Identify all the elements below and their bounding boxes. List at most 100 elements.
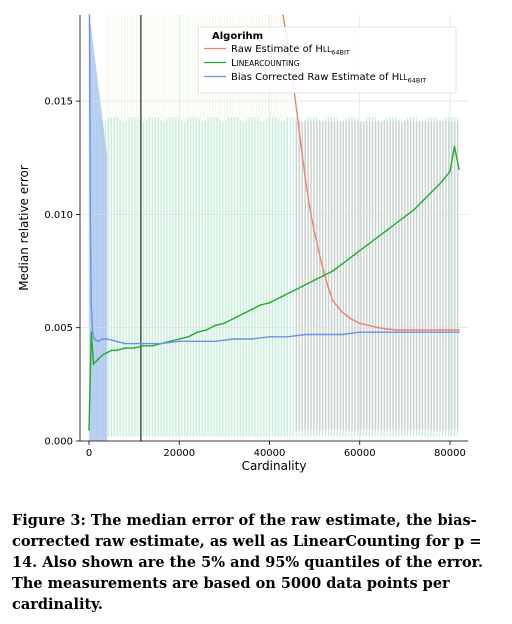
legend: Algorihm Raw Estimate of HLL64BITLINEARCO… <box>197 26 457 94</box>
series-point <box>340 311 343 313</box>
series-point <box>268 335 271 338</box>
series-point <box>458 331 460 334</box>
series-point <box>250 308 253 311</box>
series-point <box>300 145 302 148</box>
series-point <box>90 331 93 334</box>
series-point <box>458 329 460 331</box>
series-point <box>376 236 379 238</box>
series-point <box>304 333 307 336</box>
series-point <box>106 351 108 354</box>
series-point <box>88 14 91 16</box>
legend-entry-label: Bias Corrected Raw Estimate of HLL64BIT <box>231 72 426 85</box>
series-point <box>178 338 181 340</box>
series-point <box>196 331 199 334</box>
series-point <box>97 358 99 361</box>
series-point <box>124 342 126 345</box>
series-point <box>133 347 135 349</box>
legend-entry-label: LINEARCOUNTING <box>231 58 300 69</box>
series-point <box>133 342 135 345</box>
series-point <box>115 349 117 352</box>
series-point <box>331 299 334 302</box>
series-point <box>187 335 190 338</box>
y-axis-label: Median relative error <box>17 165 31 291</box>
series-point <box>367 243 370 245</box>
series-point <box>449 331 451 334</box>
series-point <box>250 338 253 340</box>
series-point <box>151 345 153 347</box>
series-point <box>232 317 235 320</box>
series-point <box>349 317 352 320</box>
series-point <box>101 354 104 356</box>
series-point <box>142 345 144 347</box>
series-point <box>395 222 397 225</box>
series-point <box>93 338 96 340</box>
series-point <box>178 340 181 343</box>
series-point <box>304 179 307 182</box>
x-tick-label: 0 <box>86 448 92 459</box>
series-point <box>89 100 91 102</box>
series-point <box>295 109 298 111</box>
x-tick-label: 80000 <box>434 448 466 459</box>
series-point <box>214 324 217 327</box>
y-tick-label: 0.000 <box>44 437 73 448</box>
figure-caption: Figure 3: The median error of the raw es… <box>12 512 484 613</box>
series-point <box>413 209 415 211</box>
series-point <box>431 329 433 331</box>
series-point <box>322 270 325 272</box>
series-point <box>322 333 325 336</box>
series-point <box>422 200 424 202</box>
series-point <box>358 331 361 334</box>
series-point <box>110 349 113 352</box>
series-point <box>449 170 451 173</box>
series-point <box>376 326 379 329</box>
series-point <box>241 313 244 315</box>
series-point <box>395 329 397 331</box>
x-axis-label: Cardinality <box>242 459 307 473</box>
legend-title: Algorihm <box>212 31 263 42</box>
x-tick-label: 20000 <box>163 448 195 459</box>
y-tick-label: 0.005 <box>44 323 73 334</box>
series-point <box>440 181 442 184</box>
series-point <box>277 297 280 300</box>
series-point <box>385 229 388 232</box>
series-point <box>295 288 298 290</box>
legend-entry-label: Raw Estimate of HLL64BIT <box>231 44 350 57</box>
series-point <box>458 168 460 170</box>
series-point <box>327 286 329 288</box>
series-point <box>453 145 456 148</box>
series-point <box>376 331 379 334</box>
series-point <box>214 340 217 343</box>
series-point <box>340 263 343 266</box>
series-point <box>358 249 361 252</box>
series-point <box>115 340 117 343</box>
series-point <box>92 363 95 365</box>
series-point <box>313 231 316 234</box>
y-tick-label: 0.010 <box>44 210 73 221</box>
series-point <box>259 304 262 306</box>
series-point <box>90 304 93 306</box>
legend-box <box>197 26 457 94</box>
series-point <box>124 347 126 349</box>
series-point <box>318 252 320 254</box>
chart: 0 20000 40000 60000 80000 0.000 0.005 0.010 0.01… <box>17 14 468 473</box>
series-point <box>160 342 163 345</box>
y-tick-label: 0.015 <box>44 97 73 108</box>
series-point <box>395 331 397 334</box>
series-point <box>142 342 144 345</box>
tick-labels: 0 20000 40000 60000 80000 0.000 0.005 0.010 0.01… <box>44 97 466 459</box>
series-point <box>97 340 99 343</box>
series-point <box>286 292 289 295</box>
series-point <box>106 338 108 340</box>
series-point <box>304 283 307 286</box>
series-point <box>431 331 433 334</box>
series-point <box>322 274 325 277</box>
series-point <box>196 340 199 343</box>
series-point <box>340 333 343 336</box>
series-point <box>313 279 316 281</box>
series-point <box>88 428 90 431</box>
series-point <box>413 331 415 334</box>
series-point <box>331 270 334 272</box>
series-point <box>89 224 92 227</box>
series-point <box>413 329 415 331</box>
x-tick-label: 60000 <box>344 448 376 459</box>
